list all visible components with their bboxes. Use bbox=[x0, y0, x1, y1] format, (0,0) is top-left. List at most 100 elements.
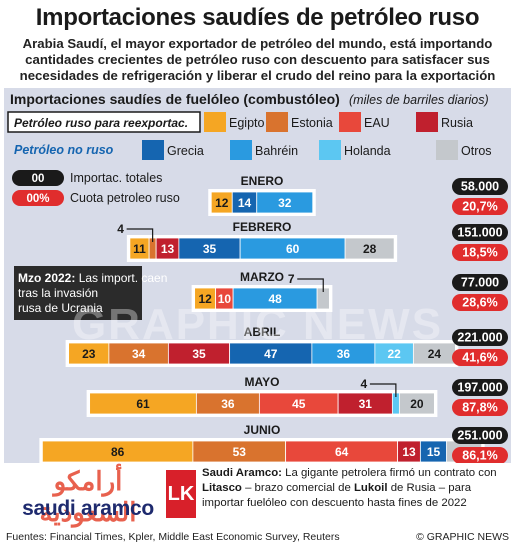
legend-ruso-box bbox=[7, 111, 201, 133]
share-pill-0 bbox=[452, 198, 508, 215]
bar-value-4-2: 45 bbox=[292, 397, 306, 411]
annotation-line-1: tras la invasión bbox=[18, 286, 98, 300]
bar-value-3-2: 35 bbox=[192, 347, 206, 361]
bar-value-3-1: 34 bbox=[132, 347, 146, 361]
bar-value-0-2: 32 bbox=[278, 196, 292, 210]
key-share-label: Cuota petroleo ruso bbox=[70, 191, 180, 205]
aramco-arabic-wordmark: أرامكو السعودية bbox=[39, 466, 137, 527]
note-text-2: – brazo comercial de bbox=[245, 482, 351, 494]
month-label-4: MAYO bbox=[245, 375, 280, 389]
chart-title: Importaciones saudíes de fuelóleo (combu… bbox=[10, 91, 340, 107]
month-label-3: ABRIL bbox=[244, 325, 281, 339]
note-text-1: La gigante petrolera firmó un contrato c… bbox=[285, 467, 497, 479]
total-value-3: 221.000 bbox=[457, 331, 502, 345]
share-pill-1 bbox=[452, 244, 508, 261]
legend-label-estonia: Estonia bbox=[291, 116, 333, 130]
bar-value-5-0: 86 bbox=[111, 445, 125, 459]
share-value-4: 87,8% bbox=[462, 401, 497, 415]
bar-value-4-4: 4 bbox=[361, 377, 368, 391]
bar-value-0-0: 12 bbox=[215, 196, 229, 210]
note-bold-litasco: Litasco bbox=[202, 482, 242, 494]
bar-value-3-0: 23 bbox=[82, 347, 96, 361]
bar-segment-4-5 bbox=[398, 392, 435, 415]
share-pill-3 bbox=[452, 349, 508, 366]
share-pill-2 bbox=[452, 294, 508, 311]
bar-value-2-3: 7 bbox=[288, 272, 295, 286]
legend-swatch-nr-1 bbox=[230, 140, 252, 160]
bar-value-2-2: 48 bbox=[268, 292, 282, 306]
bar-value-3-4: 36 bbox=[337, 347, 351, 361]
total-value-2: 77.000 bbox=[461, 276, 499, 290]
key-total-value: 00 bbox=[32, 173, 45, 185]
bar-value-0-1: 14 bbox=[238, 196, 252, 210]
bar-value-5-1: 53 bbox=[233, 445, 247, 459]
key-share-value: 00% bbox=[26, 193, 49, 205]
bar-value-1-1: 4 bbox=[117, 222, 124, 236]
total-value-4: 197.000 bbox=[457, 381, 502, 395]
note-bold-lukoil: Lukoil bbox=[353, 482, 388, 494]
legend-ruso-label: Petróleo ruso para reexportac. bbox=[14, 116, 188, 130]
annotation-line-0: Las import. caen bbox=[79, 271, 168, 285]
legend-swatch-nr-3 bbox=[436, 140, 458, 160]
bar-value-3-6: 24 bbox=[428, 347, 442, 361]
annotation-line-2: rusa de Ucrania bbox=[18, 301, 103, 315]
bar-value-2-1: 10 bbox=[218, 292, 232, 306]
share-value-3: 41,6% bbox=[462, 351, 497, 365]
total-pill-1 bbox=[452, 224, 508, 241]
legend-swatch-0 bbox=[204, 112, 226, 132]
share-value-0: 20,7% bbox=[462, 200, 497, 214]
total-value-5: 251.000 bbox=[457, 429, 502, 443]
month-label-5: JUNIO bbox=[244, 423, 281, 437]
legend-swatch-3 bbox=[416, 112, 438, 132]
share-pill-4 bbox=[452, 399, 508, 416]
annotation-bold: Mzo 2022: bbox=[18, 271, 79, 285]
bar-callout-1-1 bbox=[126, 228, 154, 242]
lukoil-logo: LK bbox=[166, 470, 196, 518]
bar-value-1-5: 28 bbox=[363, 242, 377, 256]
legend-label-eau: EAU bbox=[364, 116, 390, 130]
page-title: Importaciones saudíes de petróleo ruso bbox=[35, 4, 480, 31]
key-total-label: Importac. totales bbox=[70, 171, 162, 185]
annotation-text: Mzo 2022: Las import. caen tras la invasi… bbox=[18, 271, 167, 315]
legend-label-grecia: Grecia bbox=[167, 144, 204, 158]
legend-swatch-nr-2 bbox=[319, 140, 341, 160]
share-value-5: 86,1% bbox=[462, 449, 497, 463]
total-pill-3 bbox=[452, 329, 508, 346]
key-total-pill bbox=[12, 170, 64, 186]
bar-value-4-3: 31 bbox=[359, 397, 373, 411]
share-value-2: 28,6% bbox=[462, 296, 497, 310]
aramco-latin-wordmark: saudi aramco bbox=[22, 497, 154, 520]
total-pill-4 bbox=[452, 379, 508, 396]
bar-value-2-0: 12 bbox=[198, 292, 212, 306]
credit: © GRAPHIC NEWS bbox=[416, 531, 509, 543]
legend-label-egipto: Egipto bbox=[229, 116, 264, 130]
chart-units: (miles de barriles diarios) bbox=[349, 93, 489, 107]
aramco-note: Saudi Aramco: La gigante petrolera firmó… bbox=[202, 466, 508, 511]
bar-value-1-0: 11 bbox=[133, 242, 146, 256]
total-value-0: 58.000 bbox=[461, 180, 499, 194]
bar-value-5-2: 64 bbox=[335, 445, 349, 459]
month-label-0: ENERO bbox=[241, 174, 284, 188]
bar-value-1-2: 13 bbox=[161, 242, 175, 256]
legend-label-bahréin: Bahréin bbox=[255, 144, 298, 158]
total-pill-0 bbox=[452, 178, 508, 195]
page-subtitle: Arabia Saudí, el mayor exportador de pet… bbox=[19, 36, 496, 83]
saudi-aramco-logo: أرامكو السعودية saudi aramco bbox=[8, 466, 168, 527]
note-bold-aramco: Saudi Aramco: bbox=[202, 467, 282, 479]
key-share-pill bbox=[12, 190, 64, 206]
bar-callout-2-3 bbox=[297, 278, 324, 292]
legend-no-ruso-label: Petróleo no ruso bbox=[14, 143, 114, 157]
bar-value-4-5: 20 bbox=[410, 397, 424, 411]
total-pill-5 bbox=[452, 427, 508, 444]
legend-label-holanda: Holanda bbox=[344, 144, 391, 158]
bar-segment-0-2 bbox=[256, 191, 314, 214]
footer-box bbox=[4, 463, 511, 525]
legend-label-otros: Otros bbox=[461, 144, 492, 158]
legend-swatch-1 bbox=[266, 112, 288, 132]
bar-value-3-5: 22 bbox=[387, 347, 401, 361]
share-pill-5 bbox=[452, 447, 508, 463]
month-label-1: FEBRERO bbox=[233, 220, 292, 234]
month-label-2: MARZO bbox=[240, 270, 284, 284]
legend-swatch-nr-0 bbox=[142, 140, 164, 160]
stacked-bar-chart: Importaciones saudíes de fuelóleo (combu… bbox=[7, 91, 508, 463]
